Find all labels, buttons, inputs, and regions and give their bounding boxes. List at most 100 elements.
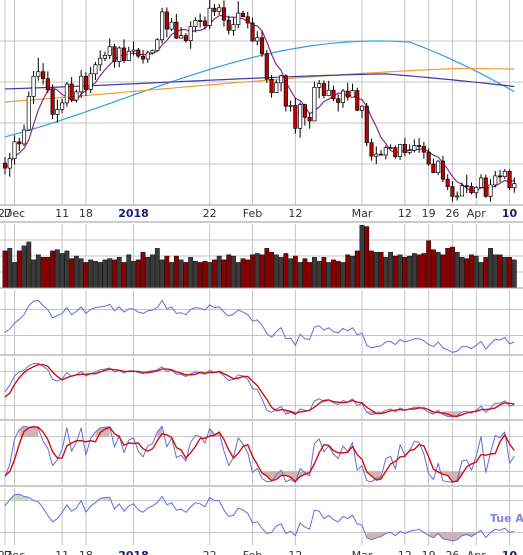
candle — [493, 170, 498, 188]
candle-body — [207, 7, 212, 26]
candle-body — [55, 109, 60, 115]
x-tick-label: 10 — [502, 207, 518, 220]
candle-body — [7, 158, 12, 169]
volume-bar — [478, 262, 484, 289]
candle — [388, 144, 393, 149]
volume-bar — [31, 259, 36, 289]
candle-body — [293, 105, 298, 129]
candle — [26, 91, 31, 132]
candle — [259, 31, 265, 57]
candle-body — [302, 104, 307, 118]
volume-bar — [40, 257, 46, 289]
candle — [121, 39, 127, 64]
volume-bar — [421, 253, 427, 289]
volume-bar — [392, 255, 398, 289]
volume-bar — [378, 251, 384, 289]
volume-bar — [145, 257, 151, 289]
candle-body — [440, 160, 445, 180]
overbought-fill — [157, 426, 163, 437]
volume-bar — [326, 262, 332, 289]
x-tick-label: 26 — [445, 549, 459, 555]
candle-body — [12, 141, 17, 160]
candle — [174, 13, 179, 39]
candle — [288, 100, 293, 112]
candle-body — [50, 89, 55, 115]
candle — [145, 50, 150, 63]
candle — [36, 57, 41, 81]
candle — [293, 97, 298, 134]
volume-bar — [59, 253, 65, 289]
candle — [79, 70, 84, 98]
x-tick-label: 18 — [79, 549, 93, 555]
candle — [474, 186, 479, 199]
candle-body — [131, 49, 136, 52]
candle — [507, 169, 512, 190]
volume-bar — [73, 255, 79, 289]
candle — [326, 80, 331, 96]
candle — [83, 72, 88, 96]
x-tick-label: 27 — [0, 549, 12, 555]
volume-bar — [340, 262, 346, 289]
candle — [436, 160, 441, 176]
candle — [483, 174, 488, 198]
candle — [74, 89, 79, 103]
candle — [93, 61, 98, 80]
volume-bar — [369, 250, 374, 289]
volume-bar — [88, 259, 94, 289]
x-tick-label: 12 — [398, 207, 412, 220]
candle — [202, 16, 207, 30]
candle-body — [164, 11, 169, 30]
volume-bar — [331, 259, 336, 289]
candle-body — [64, 83, 69, 104]
volume-bar — [307, 262, 313, 289]
candle — [336, 94, 341, 112]
candle — [140, 50, 146, 64]
candle — [45, 71, 50, 94]
candle-body — [269, 78, 274, 94]
candle-body — [79, 75, 84, 93]
candle-body — [436, 160, 441, 173]
candle-body — [83, 75, 88, 90]
candle-body — [183, 35, 188, 41]
volume-bar — [426, 240, 432, 289]
volume-bar — [212, 259, 217, 289]
volume-bar — [350, 255, 355, 289]
volume-bar — [216, 255, 222, 289]
candle-body — [350, 90, 355, 98]
candle-body — [93, 64, 98, 75]
candle-body — [193, 20, 198, 28]
candle — [231, 17, 236, 36]
candle-body — [388, 147, 393, 149]
volume-bar — [483, 257, 489, 289]
candle — [440, 155, 445, 183]
candle-body — [355, 90, 360, 111]
candle — [369, 138, 374, 161]
candle-body — [359, 105, 365, 111]
candle-body — [307, 116, 312, 122]
candle — [245, 11, 250, 29]
x-tick-label: Dec — [4, 207, 25, 220]
volume-bar — [240, 258, 246, 289]
candle-body — [512, 183, 517, 189]
candle-body — [112, 46, 117, 62]
volume-bar — [21, 245, 27, 289]
volume-bar — [107, 258, 113, 289]
volume-bar — [150, 254, 155, 289]
candle-body — [402, 143, 407, 153]
candle-body — [202, 20, 207, 26]
volume-bar — [173, 255, 179, 289]
volume-bar — [131, 260, 136, 289]
candle-body — [217, 7, 222, 12]
candle-body — [21, 129, 27, 145]
candle — [50, 84, 55, 119]
volume-bar — [283, 253, 289, 289]
volume-bar — [345, 254, 351, 289]
volume-bar — [445, 248, 451, 289]
candle-body — [107, 46, 112, 56]
candle — [2, 157, 8, 175]
candle — [417, 138, 422, 153]
candle-body — [212, 7, 217, 12]
candle — [236, 1, 241, 29]
candle — [374, 146, 379, 164]
